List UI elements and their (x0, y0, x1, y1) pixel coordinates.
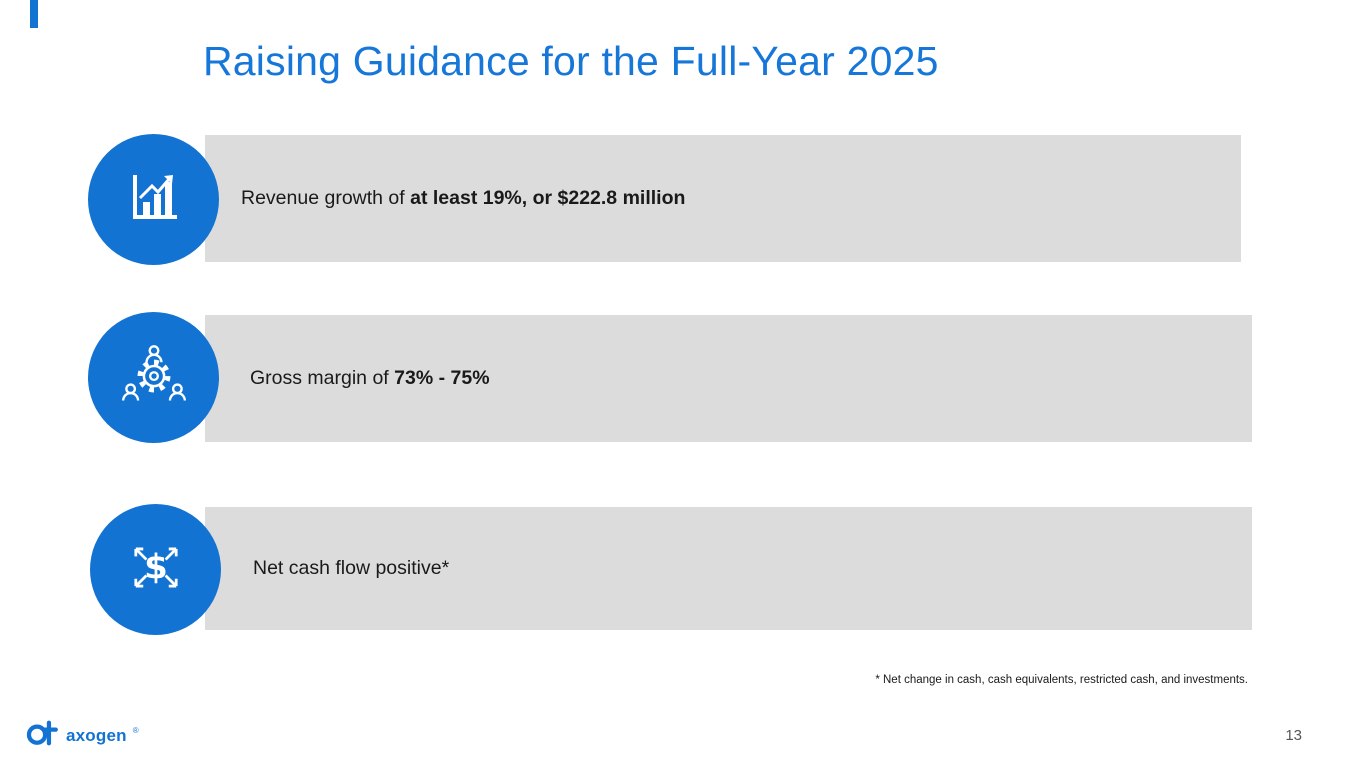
revenue-growth-value: at least 19%, or $222.8 million (410, 187, 686, 209)
guidance-row-net-cash-flow: Net cash flow positive* (205, 507, 1252, 630)
axogen-logo-mark-icon (26, 719, 60, 752)
revenue-icon-circle (88, 134, 219, 265)
svg-text:$: $ (144, 548, 168, 588)
guidance-row-gross-margin: Gross margin of 73% - 75% (205, 315, 1252, 442)
axogen-logo: axogen ® (26, 719, 139, 752)
net-cash-flow-icon-circle: $ (90, 504, 221, 635)
corner-accent-bar (30, 0, 38, 28)
gross-margin-prefix: Gross margin of (250, 367, 395, 389)
gross-margin-text: Gross margin of 73% - 75% (250, 367, 490, 390)
revenue-growth-text: Revenue growth of at least 19%, or $222.… (241, 187, 685, 210)
guidance-row-revenue: Revenue growth of at least 19%, or $222.… (205, 135, 1241, 262)
registered-mark: ® (132, 726, 139, 735)
axogen-logo-text: axogen (66, 725, 127, 745)
gross-margin-value: 73% - 75% (394, 367, 490, 389)
bar-chart-growth-icon (122, 165, 186, 234)
net-cash-flow-text: Net cash flow positive* (253, 557, 449, 580)
page-number: 13 (1285, 727, 1302, 744)
gross-margin-icon-circle (88, 312, 219, 443)
footnote: * Net change in cash, cash equivalents, … (875, 674, 1248, 686)
revenue-growth-prefix: Revenue growth of (241, 187, 411, 209)
slide-title: Raising Guidance for the Full-Year 2025 (203, 38, 939, 84)
dollar-arrows-icon: $ (122, 533, 190, 606)
people-gear-icon (120, 341, 188, 414)
net-cash-flow-prefix: Net cash flow positive* (253, 557, 450, 579)
